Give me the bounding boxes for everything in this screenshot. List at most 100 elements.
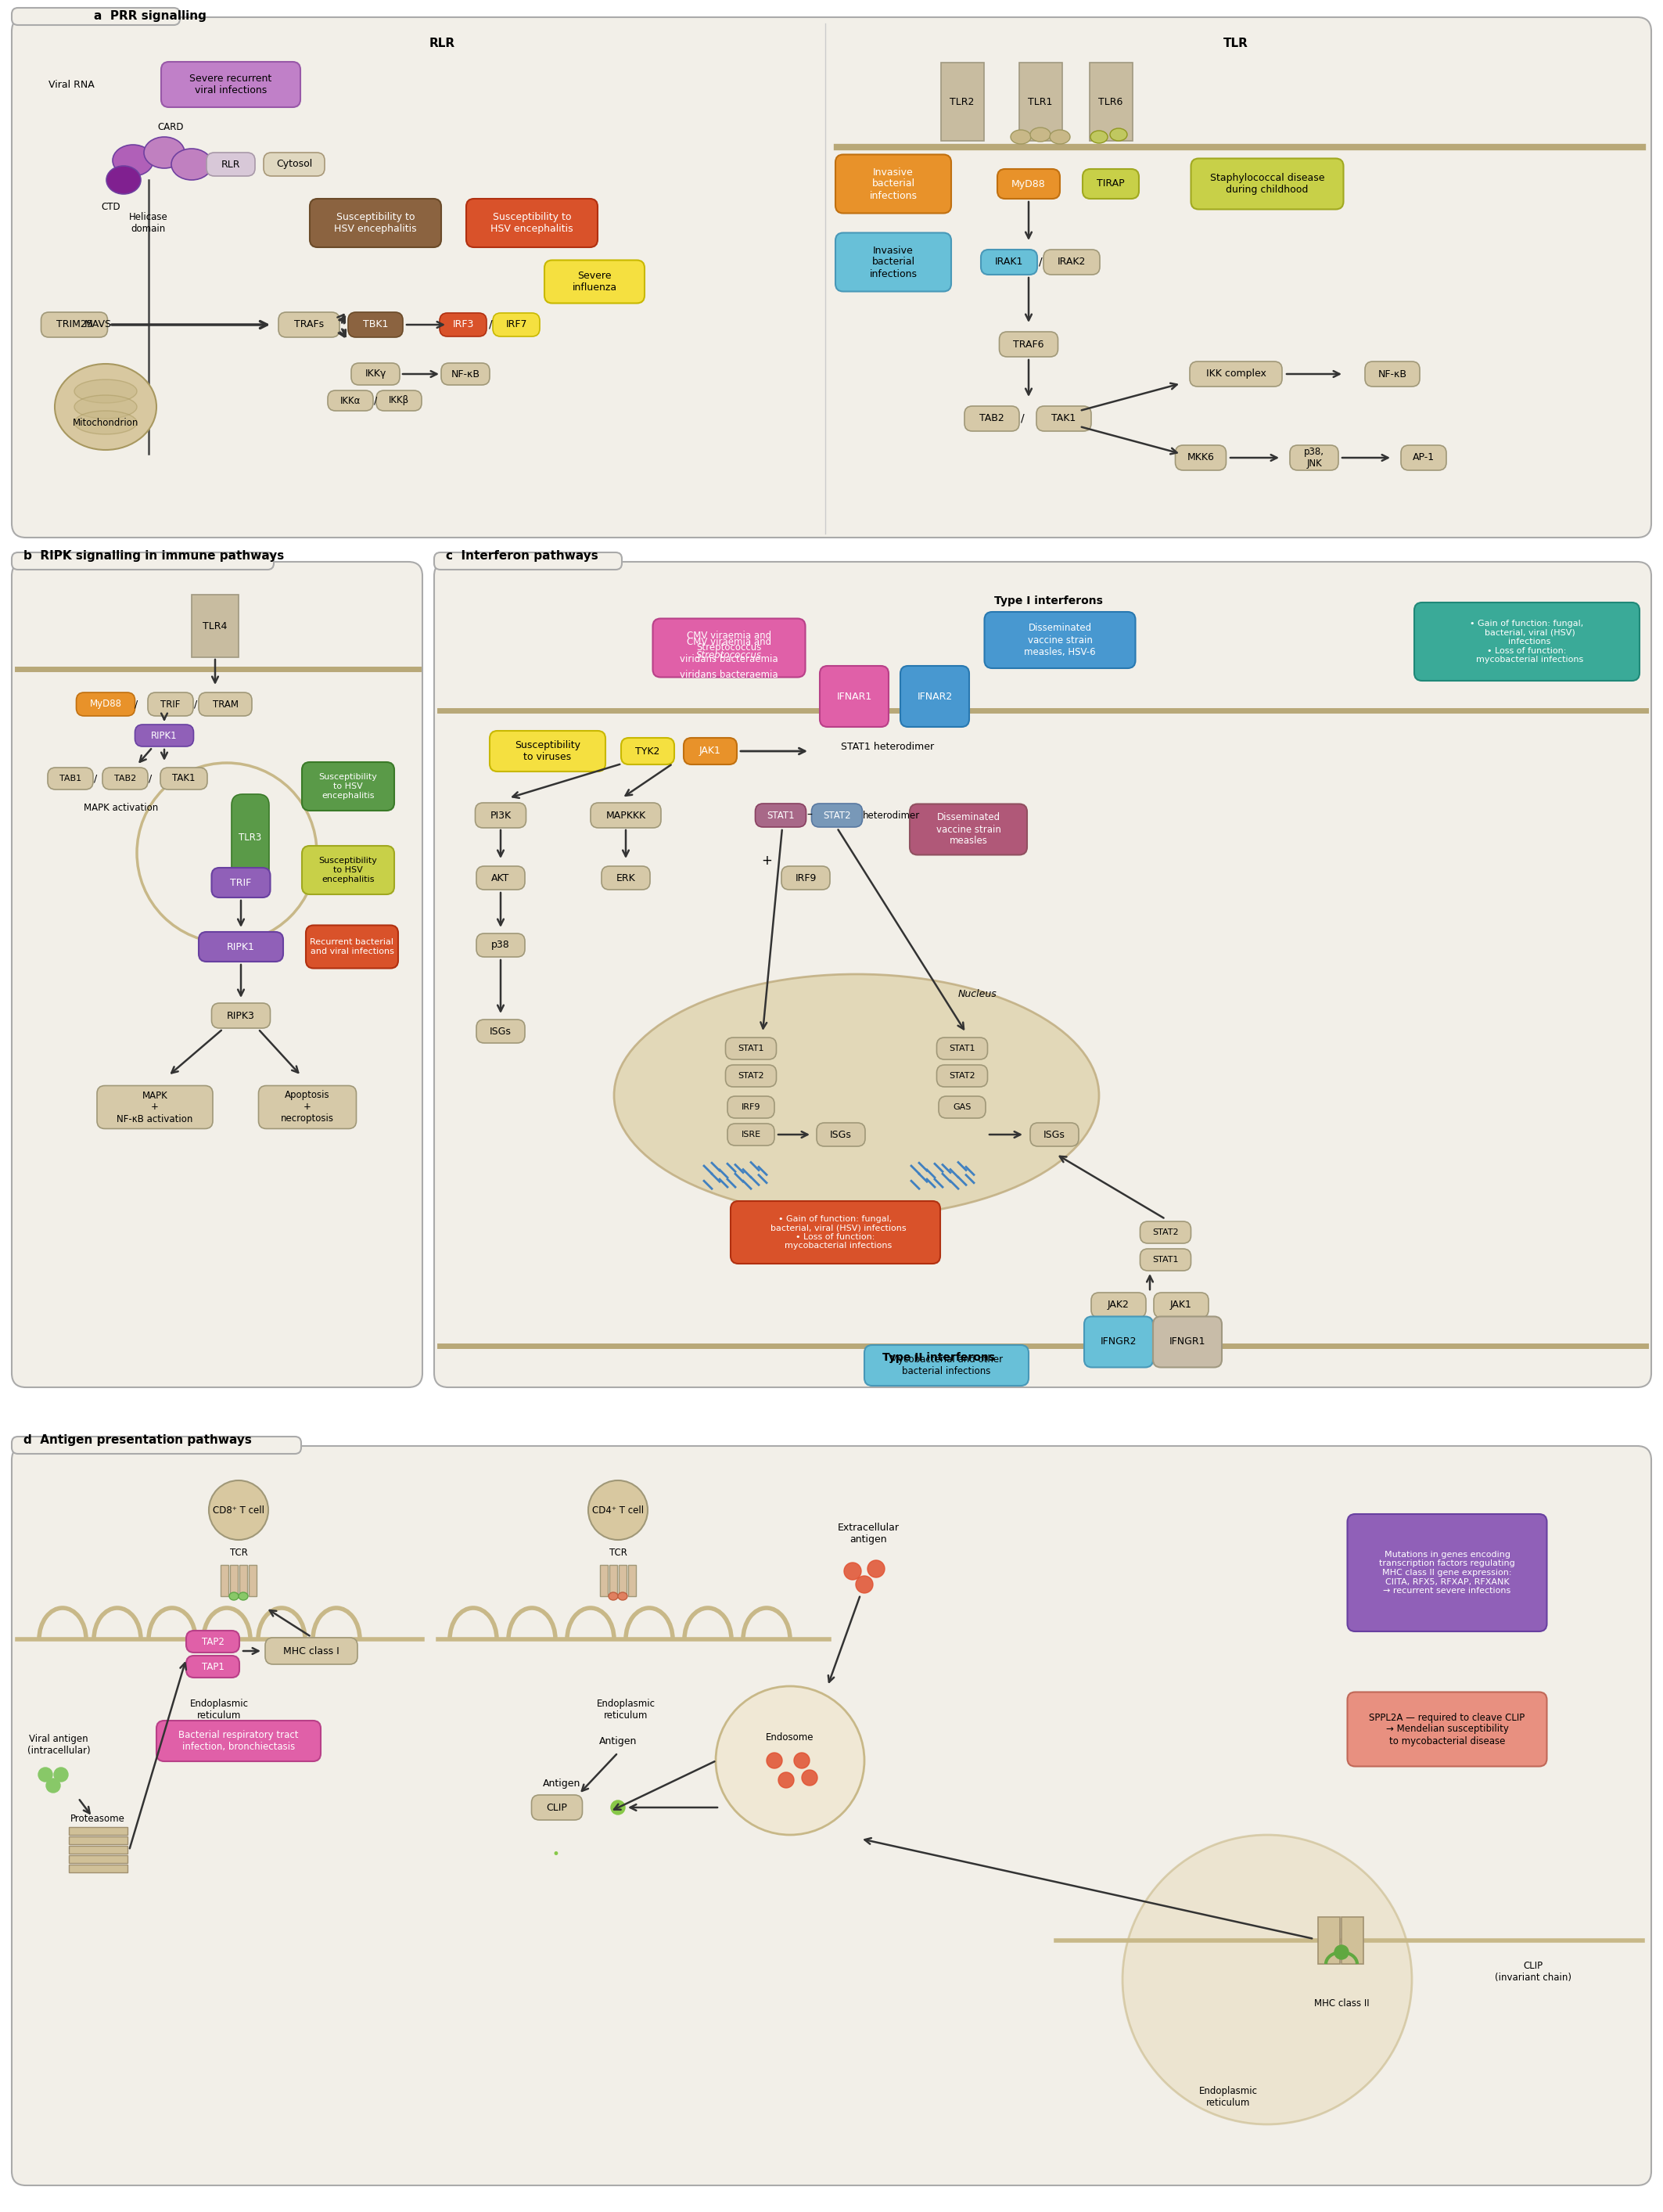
- Text: TRAFs: TRAFs: [294, 319, 324, 330]
- Text: IFNAR2: IFNAR2: [916, 692, 953, 701]
- Text: MAPK activation: MAPK activation: [85, 803, 158, 812]
- Text: /: /: [374, 396, 378, 405]
- Text: TCR: TCR: [229, 1548, 248, 1557]
- Circle shape: [845, 1562, 861, 1579]
- Text: IFNGR1: IFNGR1: [1169, 1336, 1206, 1347]
- Bar: [68, 1856, 128, 1863]
- Circle shape: [778, 1772, 793, 1787]
- Text: Type II interferons: Type II interferons: [883, 1352, 994, 1363]
- FancyBboxPatch shape: [48, 768, 93, 790]
- Text: IRF9: IRF9: [795, 874, 817, 883]
- Circle shape: [210, 1480, 268, 1540]
- Bar: [221, 1564, 228, 1597]
- FancyBboxPatch shape: [820, 666, 888, 728]
- FancyBboxPatch shape: [1036, 407, 1091, 431]
- FancyBboxPatch shape: [211, 867, 271, 898]
- Text: SPPL2A — required to cleave CLIP
→ Mendelian susceptibility
to mycobacterial dis: SPPL2A — required to cleave CLIP → Mende…: [1369, 1712, 1525, 1745]
- Text: MAPK
+
NF-κB activation: MAPK + NF-κB activation: [116, 1091, 193, 1124]
- Text: Staphylococcal disease
during childhood: Staphylococcal disease during childhood: [1211, 173, 1324, 195]
- FancyBboxPatch shape: [936, 1037, 988, 1060]
- Text: Antigen: Antigen: [542, 1778, 580, 1790]
- FancyBboxPatch shape: [620, 739, 674, 765]
- FancyBboxPatch shape: [1141, 1250, 1191, 1270]
- Circle shape: [53, 1767, 68, 1781]
- FancyBboxPatch shape: [376, 392, 422, 411]
- FancyBboxPatch shape: [466, 199, 597, 248]
- Ellipse shape: [614, 973, 1099, 1217]
- Text: p38,
JNK: p38, JNK: [1304, 447, 1324, 469]
- Text: Viral antigen
(intracellular): Viral antigen (intracellular): [27, 1734, 90, 1756]
- Text: TAP1: TAP1: [201, 1661, 225, 1672]
- Text: /: /: [93, 774, 96, 783]
- FancyBboxPatch shape: [12, 562, 422, 1387]
- Text: JAK1: JAK1: [700, 745, 722, 757]
- Bar: [1342, 1918, 1364, 1964]
- Text: IKKβ: IKKβ: [389, 396, 409, 405]
- FancyBboxPatch shape: [12, 1436, 301, 1453]
- Bar: [68, 1827, 128, 1836]
- Text: CTD: CTD: [101, 201, 121, 212]
- Text: IRAK1: IRAK1: [994, 257, 1023, 268]
- Text: CARD: CARD: [158, 122, 183, 133]
- Circle shape: [767, 1752, 782, 1767]
- FancyBboxPatch shape: [1152, 1316, 1222, 1367]
- Text: PI3K: PI3K: [491, 810, 511, 821]
- Text: ISGs: ISGs: [830, 1130, 851, 1139]
- Bar: [941, 62, 983, 142]
- Circle shape: [802, 1770, 818, 1785]
- Ellipse shape: [55, 363, 156, 449]
- Ellipse shape: [229, 1593, 238, 1599]
- FancyBboxPatch shape: [1029, 1124, 1079, 1146]
- Text: +: +: [762, 854, 772, 867]
- FancyBboxPatch shape: [1084, 1316, 1152, 1367]
- Text: IRAK2: IRAK2: [1058, 257, 1086, 268]
- Text: STAT2: STAT2: [738, 1073, 763, 1079]
- Ellipse shape: [609, 1593, 619, 1599]
- FancyBboxPatch shape: [12, 18, 1651, 538]
- FancyBboxPatch shape: [1191, 159, 1344, 210]
- Circle shape: [610, 1801, 625, 1814]
- FancyBboxPatch shape: [1400, 445, 1447, 471]
- Text: RIPK1: RIPK1: [226, 942, 254, 951]
- Text: Susceptibility to
HSV encephalitis: Susceptibility to HSV encephalitis: [334, 212, 417, 234]
- Text: MKK6: MKK6: [1187, 453, 1214, 462]
- FancyBboxPatch shape: [1290, 445, 1339, 471]
- FancyBboxPatch shape: [998, 168, 1059, 199]
- FancyBboxPatch shape: [303, 845, 394, 894]
- Bar: [1319, 1918, 1340, 1964]
- Text: STAT1: STAT1: [1152, 1256, 1179, 1263]
- FancyBboxPatch shape: [835, 155, 951, 212]
- Text: CLIP
(invariant chain): CLIP (invariant chain): [1495, 1960, 1572, 1982]
- FancyBboxPatch shape: [910, 803, 1028, 854]
- Text: TLR1: TLR1: [1028, 97, 1053, 106]
- Bar: [1019, 62, 1063, 142]
- FancyBboxPatch shape: [900, 666, 970, 728]
- FancyBboxPatch shape: [278, 312, 339, 336]
- Text: TRIF: TRIF: [229, 878, 251, 887]
- Text: •: •: [552, 1847, 559, 1863]
- Ellipse shape: [75, 380, 136, 403]
- Bar: [68, 1845, 128, 1854]
- Text: Endoplasmic
reticulum: Endoplasmic reticulum: [190, 1699, 248, 1721]
- Text: TCR: TCR: [609, 1548, 627, 1557]
- Circle shape: [1123, 1836, 1412, 2124]
- Text: Severe recurrent
viral infections: Severe recurrent viral infections: [190, 73, 273, 95]
- FancyBboxPatch shape: [211, 1002, 271, 1029]
- FancyBboxPatch shape: [96, 1086, 213, 1128]
- Text: ERK: ERK: [615, 874, 635, 883]
- Bar: [609, 1564, 617, 1597]
- FancyBboxPatch shape: [476, 933, 526, 958]
- Text: /: /: [1021, 414, 1024, 425]
- Circle shape: [856, 1575, 873, 1593]
- FancyBboxPatch shape: [727, 1097, 775, 1117]
- Text: CMV viraemia and
Streptococcus
viridans bacteraemia: CMV viraemia and Streptococcus viridans …: [680, 630, 778, 664]
- FancyBboxPatch shape: [476, 1020, 526, 1044]
- FancyBboxPatch shape: [532, 1794, 582, 1820]
- Text: Mitochondrion: Mitochondrion: [73, 418, 138, 427]
- Text: JAK2: JAK2: [1108, 1301, 1129, 1310]
- FancyBboxPatch shape: [835, 232, 951, 292]
- FancyBboxPatch shape: [161, 62, 301, 106]
- Text: TRIF: TRIF: [161, 699, 181, 710]
- Text: TAB2: TAB2: [115, 774, 136, 783]
- FancyBboxPatch shape: [590, 803, 660, 827]
